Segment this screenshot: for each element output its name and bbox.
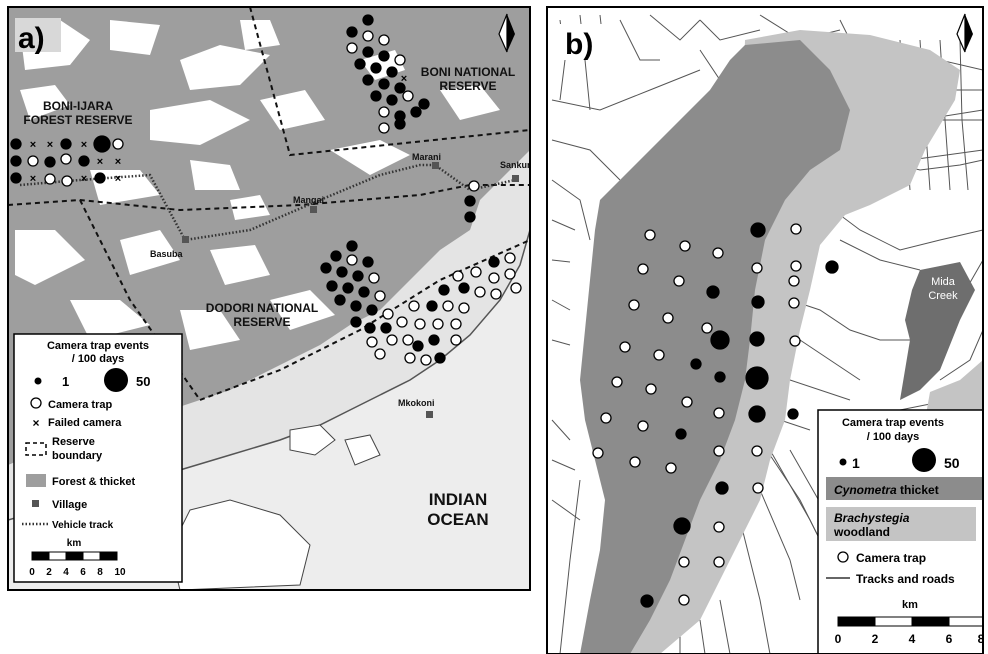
panel-label-bg — [560, 24, 606, 60]
scale-tick: 10 — [114, 567, 126, 578]
scale-unit: km — [902, 599, 918, 611]
legend-small-dot — [839, 458, 847, 466]
panel-b-border — [546, 6, 984, 654]
scale-unit: km — [67, 538, 82, 549]
legend-failed-symbol: × — [32, 416, 39, 430]
legend-boundary: boundary — [52, 450, 103, 462]
svg-text:×: × — [47, 139, 53, 151]
boni-national-label: BONI NATIONAL — [421, 65, 515, 79]
svg-text:×: × — [81, 173, 87, 185]
indian-ocean-label: OCEAN — [427, 510, 488, 529]
boni-national-label: RESERVE — [439, 79, 496, 93]
north-arrow-icon — [498, 13, 515, 53]
scale-tick: 0 — [29, 567, 35, 578]
mida-creek-label: Mida — [931, 276, 956, 288]
legend-brachystegia: woodland — [833, 525, 890, 539]
legend-village: Village — [52, 499, 87, 511]
brachystegia-woodland — [600, 30, 960, 654]
legend-village-symbol — [32, 500, 39, 507]
mida-creek — [900, 262, 975, 400]
boni-ijara-label: BONI-IJARA — [43, 99, 113, 113]
dodori-label: DODORI NATIONAL — [206, 301, 318, 315]
scale-tick: 2 — [872, 632, 879, 646]
village-label: Sankuri — [500, 160, 533, 170]
svg-text:×: × — [115, 173, 121, 185]
failed-camera-markers: × × × × × × × × × — [30, 73, 407, 185]
legend-title: Camera trap events — [47, 340, 149, 352]
scale-bar — [837, 616, 983, 627]
panel-a-map: Marani Sankuri Mangai Basuba Mkokoni BON… — [8, 7, 533, 590]
scale-tick: 4 — [63, 567, 69, 578]
village-label: Mangai — [293, 195, 324, 205]
svg-text:×: × — [115, 156, 121, 168]
legend-title: / 100 days — [867, 431, 920, 443]
clearings — [15, 20, 500, 405]
legend-small-dot — [34, 377, 42, 385]
svg-text:×: × — [30, 139, 36, 151]
svg-text:×: × — [401, 73, 407, 85]
panel-label-b: b) — [565, 28, 593, 61]
boni-ijara-label: FOREST RESERVE — [23, 113, 132, 127]
legend-large-value: 50 — [944, 455, 960, 471]
scale-bar — [31, 551, 118, 561]
panel-label-bg — [15, 18, 61, 52]
legend-a: Camera trap events / 100 days 1 50 Camer… — [13, 333, 183, 583]
panel-b-map: Mida Creek — [547, 7, 985, 654]
legend-forest: Forest & thicket — [52, 476, 135, 488]
scale-tick: 6 — [946, 632, 953, 646]
svg-text:×: × — [81, 139, 87, 151]
legend-large-dot — [104, 368, 128, 392]
legend-large-value: 50 — [136, 374, 150, 389]
legend-camera-trap: Camera trap — [48, 399, 112, 411]
village-label: Mkokoni — [398, 398, 435, 408]
dodori-label: RESERVE — [233, 315, 290, 329]
scale-tick: 8 — [978, 632, 985, 646]
camera-traps-b — [592, 222, 839, 608]
legend-track: Vehicle track — [52, 520, 114, 531]
legend-cynometra-swatch — [826, 477, 983, 500]
legend-boundary-symbol — [25, 442, 47, 456]
legend-forest-swatch — [26, 474, 46, 487]
scale-tick: 6 — [80, 567, 86, 578]
indian-ocean-label: INDIAN — [429, 490, 488, 509]
scale-tick: 0 — [835, 632, 842, 646]
island — [344, 434, 381, 466]
legend-large-dot — [912, 448, 936, 472]
scale-tick: 2 — [46, 567, 52, 578]
svg-text:×: × — [30, 173, 36, 185]
panel-a-border — [7, 6, 531, 591]
legend-camera-trap: Camera trap — [856, 551, 926, 565]
north-arrow-icon — [956, 13, 973, 53]
legend-small-value: 1 — [62, 374, 69, 389]
legend-brachystegia-swatch — [826, 507, 976, 541]
legend-small-value: 1 — [852, 455, 860, 471]
legend-title: / 100 days — [72, 353, 125, 365]
legend-cynometra: Cynometra thicket — [834, 483, 939, 497]
legend-camera-trap-symbol — [837, 551, 849, 563]
svg-text:×: × — [97, 156, 103, 168]
legend-tracks: Tracks and roads — [856, 572, 955, 586]
panel-label-a: a) — [18, 22, 45, 55]
scale-tick: 4 — [909, 632, 916, 646]
legend-brachystegia: Brachystegia — [834, 511, 910, 525]
scale-tick: 8 — [97, 567, 103, 578]
legend-failed-camera: Failed camera — [48, 417, 122, 429]
camera-traps-a — [10, 14, 522, 366]
legend-cynometra-type: thicket — [897, 483, 939, 497]
village-markers — [182, 162, 519, 418]
legend-boundary: Reserve — [52, 436, 95, 448]
mida-creek-label: Creek — [928, 290, 958, 302]
village-label: Basuba — [150, 249, 184, 259]
legend-cynometra-genus: Cynometra — [834, 483, 897, 497]
island — [289, 424, 336, 456]
legend-b: Camera trap events / 100 days 1 50 Cynom… — [817, 409, 985, 654]
village-label: Marani — [412, 152, 441, 162]
legend-camera-trap-symbol — [30, 397, 42, 409]
legend-title: Camera trap events — [842, 417, 944, 429]
